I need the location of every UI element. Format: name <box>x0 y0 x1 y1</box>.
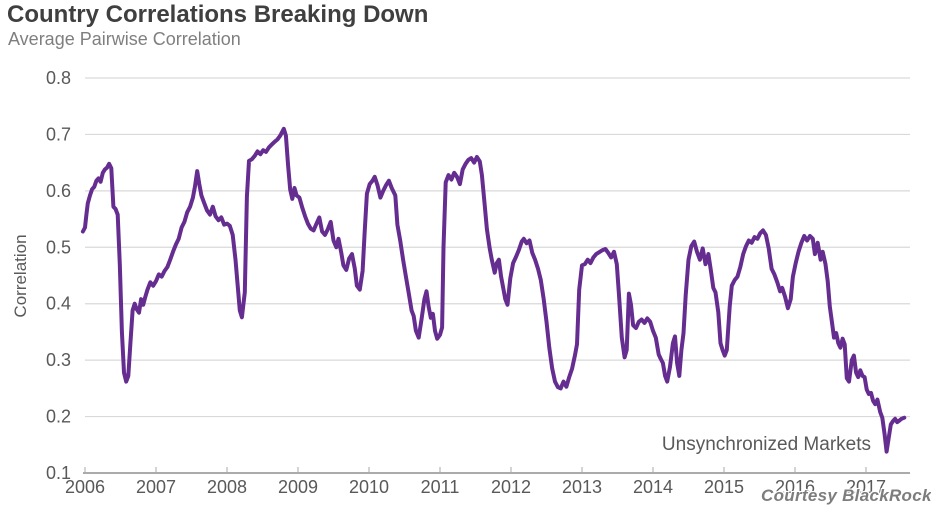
x-tick-label: 2012 <box>491 477 531 497</box>
chart-subtitle: Average Pairwise Correlation <box>8 29 241 49</box>
x-tick-label: 2010 <box>349 477 389 497</box>
courtesy-watermark: Courtesy BlackRock <box>761 486 931 505</box>
x-tick-label: 2011 <box>421 477 460 497</box>
x-tick-label: 2014 <box>633 477 673 497</box>
y-tick-label: 0.3 <box>46 350 71 370</box>
y-tick-label: 0.8 <box>46 68 71 88</box>
x-tick-label: 2008 <box>207 477 247 497</box>
x-tick-label: 2016 <box>775 477 815 497</box>
y-tick-label: 0.7 <box>46 124 71 144</box>
x-tick-label: 2017 <box>846 477 886 497</box>
x-tick-label: 2013 <box>562 477 602 497</box>
y-tick-label: 0.4 <box>46 294 71 314</box>
x-tick-label: 2007 <box>136 477 176 497</box>
correlation-line <box>80 126 907 454</box>
chart-title: Country Correlations Breaking Down <box>7 1 429 28</box>
x-tick-label: 2006 <box>65 477 105 497</box>
y-tick-label: 0.1 <box>46 463 71 483</box>
y-tick-label: 0.5 <box>46 237 71 257</box>
y-tick-label: 0.6 <box>46 181 71 201</box>
x-tick-label: 2009 <box>278 477 318 497</box>
y-tick-label: 0.2 <box>46 407 71 427</box>
annotation-unsynchronized-markets: Unsynchronized Markets <box>661 434 871 455</box>
x-tick-label: 2015 <box>704 477 744 497</box>
